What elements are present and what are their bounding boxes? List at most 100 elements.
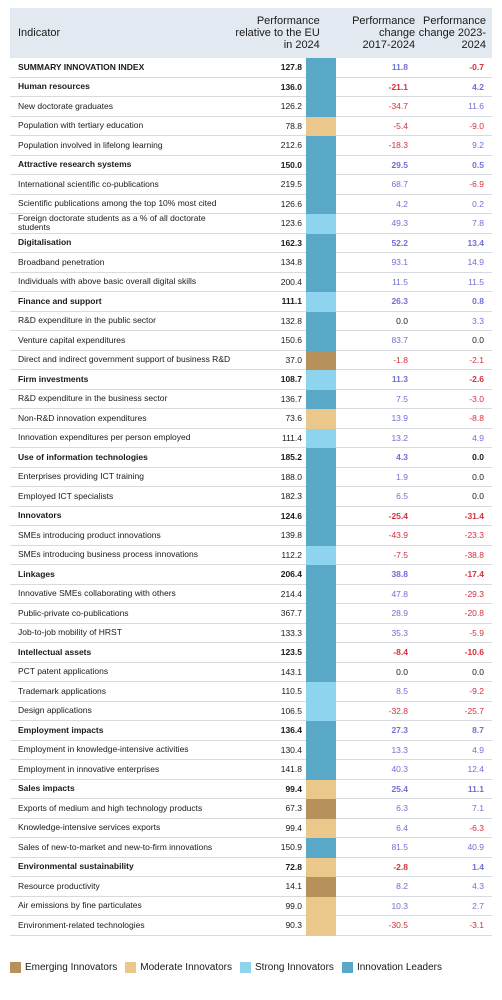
change-2017-2024-value: -25.4 [388, 510, 408, 521]
change-2017-2024-value: 11.8 [391, 62, 408, 73]
change-2023-2024-value: -20.8 [464, 608, 484, 619]
change-2017-2024-value: 6.4 [396, 822, 408, 833]
indicator-label: PCT patent applications [18, 666, 109, 677]
header-change-2023-2024: Performance change 2023-2024 [418, 15, 486, 51]
indicator-label: Exports of medium and high technology pr… [18, 802, 203, 813]
indicator-label: Design applications [18, 705, 92, 716]
change-2017-2024-value: 52.2 [391, 237, 408, 248]
change-2017-2024-value: -30.5 [388, 920, 408, 931]
indicator-label: Finance and support [18, 295, 102, 306]
table-row: Public-private co-publications 367.7 28.9 -… [10, 604, 492, 624]
performance-group-bar [306, 155, 336, 175]
change-2023-2024-value: -23.3 [464, 530, 484, 541]
performance-group-bar [306, 643, 336, 663]
change-2023-2024-value: 12.4 [467, 764, 484, 775]
table-row: Attractive research systems 150.0 29.5 0.5 [10, 155, 492, 175]
table-row: Non-R&D innovation expenditures 73.6 13.9 -… [10, 409, 492, 429]
performance-group-bar [306, 779, 336, 799]
performance-value: 106.5 [280, 705, 302, 716]
indicator-label: Human resources [18, 81, 90, 92]
performance-group-bar [306, 760, 336, 780]
indicator-label: Firm investments [18, 373, 89, 384]
performance-group-bar [306, 272, 336, 292]
indicator-label: International scientific co-publications [18, 178, 159, 189]
change-2023-2024-value: 4.9 [472, 432, 484, 443]
performance-value: 123.5 [280, 647, 302, 658]
change-2023-2024-value: 1.4 [472, 861, 484, 872]
performance-group-bar [306, 136, 336, 156]
table-row: Population involved in lifelong learning… [10, 136, 492, 156]
performance-group-bar [306, 662, 336, 682]
change-2017-2024-value: 38.8 [391, 569, 408, 580]
performance-group-bar [306, 467, 336, 487]
indicator-label: Employment in knowledge-intensive activi… [18, 744, 189, 755]
indicator-label: Innovators [18, 510, 62, 521]
performance-value: 73.6 [285, 413, 302, 424]
change-2023-2024-value: -6.3 [469, 822, 484, 833]
indicator-label: Digitalisation [18, 237, 72, 248]
table-row: Exports of medium and high technology pr… [10, 799, 492, 819]
change-2017-2024-value: 25.4 [391, 783, 408, 794]
table-row: Innovation expenditures per person emplo… [10, 428, 492, 448]
legend-label: Emerging Innovators [25, 962, 118, 973]
indicator-label: Job-to-job mobility of HRST [18, 627, 122, 638]
change-2017-2024-value: -1.8 [393, 354, 408, 365]
change-2023-2024-value: 0.0 [472, 452, 484, 463]
table-row: Individuals with above basic overall dig… [10, 272, 492, 292]
performance-value: 182.3 [280, 491, 302, 502]
indicator-label: R&D expenditure in the public sector [18, 315, 156, 326]
performance-value: 14.1 [285, 881, 302, 892]
table-row: Employment in innovative enterprises 141.… [10, 760, 492, 780]
performance-group-bar [306, 370, 336, 390]
change-2023-2024-value: 11.5 [468, 276, 484, 287]
performance-value: 188.0 [280, 471, 302, 482]
change-2017-2024-value: -5.4 [393, 120, 408, 131]
change-2023-2024-value: 11.6 [468, 101, 484, 112]
performance-group-bar [306, 116, 336, 136]
legend-item: Strong Innovators [240, 962, 334, 973]
table-row: Human resources 136.0 -21.1 4.2 [10, 77, 492, 97]
change-2017-2024-value: 83.7 [391, 335, 408, 346]
change-2017-2024-value: 13.3 [391, 744, 408, 755]
change-2023-2024-value: -9.0 [469, 120, 484, 131]
indicator-label: Direct and indirect government support o… [18, 354, 231, 365]
table-row: SMEs introducing business process innova… [10, 545, 492, 565]
change-2023-2024-value: -31.4 [464, 510, 484, 521]
performance-value: 132.8 [280, 315, 302, 326]
performance-value: 124.6 [280, 510, 302, 521]
performance-value: 367.7 [280, 608, 302, 619]
performance-group-bar [306, 682, 336, 702]
performance-group-bar [306, 565, 336, 585]
change-2023-2024-value: 14.9 [467, 257, 484, 268]
performance-value: 136.4 [280, 725, 302, 736]
table-row: Employment impacts 136.4 27.3 8.7 [10, 721, 492, 741]
change-2017-2024-value: -43.9 [388, 530, 408, 541]
table-row: Trademark applications 110.5 8.5 -9.2 [10, 682, 492, 702]
change-2017-2024-value: 8.2 [396, 881, 408, 892]
header-performance-relative: Performance relative to the EU in 2024 [235, 15, 320, 51]
indicator-label: Air emissions by fine particulates [18, 900, 142, 911]
performance-value: 127.8 [280, 62, 302, 73]
change-2017-2024-value: 29.5 [391, 159, 408, 170]
change-2023-2024-value: 7.1 [472, 803, 484, 814]
indicator-label: Employment in innovative enterprises [18, 763, 160, 774]
performance-value: 90.3 [285, 920, 302, 931]
performance-group-bar [306, 799, 336, 819]
table-row: R&D expenditure in the public sector 132.… [10, 311, 492, 331]
performance-group-bar [306, 487, 336, 507]
legend-item: Emerging Innovators [10, 962, 117, 973]
table-row: R&D expenditure in the business sector 13… [10, 389, 492, 409]
change-2023-2024-value: -2.1 [469, 354, 484, 365]
change-2017-2024-value: 27.3 [391, 725, 408, 736]
change-2023-2024-value: 11.1 [467, 783, 484, 794]
performance-group-bar [306, 604, 336, 624]
performance-group-bar [306, 350, 336, 370]
indicator-label: Foreign doctorate students as a % of all… [18, 213, 206, 233]
performance-group-bar [306, 428, 336, 448]
performance-value: 67.3 [285, 803, 302, 814]
change-2023-2024-value: -38.8 [464, 549, 484, 560]
change-2017-2024-value: 6.5 [396, 491, 408, 502]
performance-group-bar [306, 701, 336, 721]
performance-group-bar [306, 233, 336, 253]
change-2017-2024-value: 28.9 [391, 608, 408, 619]
